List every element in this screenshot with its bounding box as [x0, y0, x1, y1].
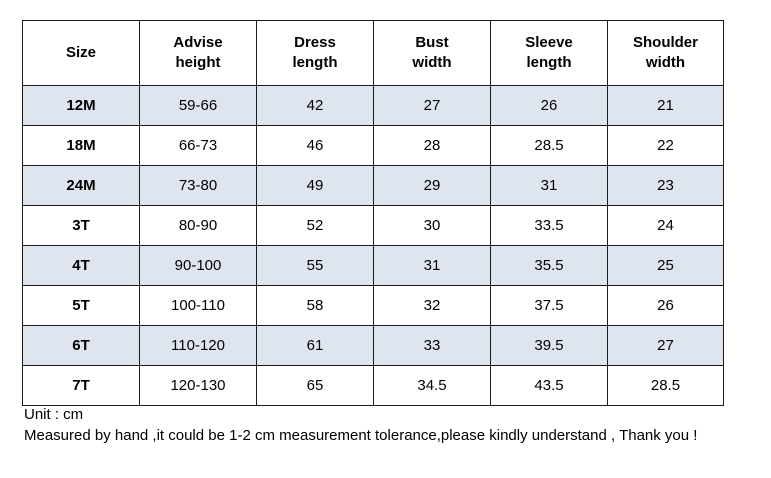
cell-dress-length: 61: [256, 325, 374, 366]
cell-size: 24M: [22, 165, 140, 206]
cell-dress-length: 42: [256, 85, 374, 126]
cell-dress-length: 65: [256, 365, 374, 406]
cell-advise-height: 120-130: [139, 365, 257, 406]
cell-sleeve-length: 26: [490, 85, 608, 126]
cell-size: 12M: [22, 85, 140, 126]
cell-shoulder-width: 23: [607, 165, 724, 206]
header-size: Size: [22, 20, 140, 86]
table-row: 18M 66-73 46 28 28.5 22: [22, 125, 724, 166]
cell-size: 3T: [22, 205, 140, 246]
header-shoulder-width: Shoulder width: [607, 20, 724, 86]
cell-size: 18M: [22, 125, 140, 166]
cell-bust-width: 33: [373, 325, 491, 366]
cell-advise-height: 73-80: [139, 165, 257, 206]
cell-bust-width: 28: [373, 125, 491, 166]
cell-sleeve-length: 35.5: [490, 245, 608, 286]
cell-advise-height: 100-110: [139, 285, 257, 326]
cell-sleeve-length: 43.5: [490, 365, 608, 406]
cell-size: 4T: [22, 245, 140, 286]
cell-advise-height: 80-90: [139, 205, 257, 246]
size-chart-table: Size Advise height Dress length Bust wid…: [22, 20, 724, 406]
cell-bust-width: 27: [373, 85, 491, 126]
header-advise-height: Advise height: [139, 20, 257, 86]
cell-sleeve-length: 39.5: [490, 325, 608, 366]
unit-note: Unit : cm: [24, 406, 84, 423]
cell-advise-height: 59-66: [139, 85, 257, 126]
table-row: 12M 59-66 42 27 26 21: [22, 85, 724, 126]
table-header-row: Size Advise height Dress length Bust wid…: [22, 20, 724, 86]
table-row: 4T 90-100 55 31 35.5 25: [22, 245, 724, 286]
table-row: 24M 73-80 49 29 31 23: [22, 165, 724, 206]
cell-advise-height: 110-120: [139, 325, 257, 366]
cell-shoulder-width: 28.5: [607, 365, 724, 406]
cell-size: 7T: [22, 365, 140, 406]
cell-shoulder-width: 21: [607, 85, 724, 126]
cell-bust-width: 34.5: [373, 365, 491, 406]
table-body: 12M 59-66 42 27 26 21 18M 66-73 46 28 28.5 22 24M 73-…: [22, 85, 724, 406]
cell-advise-height: 90-100: [139, 245, 257, 286]
cell-shoulder-width: 26: [607, 285, 724, 326]
cell-shoulder-width: 27: [607, 325, 724, 366]
table-row: 5T 100-110 58 32 37.5 26: [22, 285, 724, 326]
cell-size: 6T: [22, 325, 140, 366]
cell-advise-height: 66-73: [139, 125, 257, 166]
cell-sleeve-length: 28.5: [490, 125, 608, 166]
cell-size: 5T: [22, 285, 140, 326]
cell-sleeve-length: 33.5: [490, 205, 608, 246]
cell-shoulder-width: 22: [607, 125, 724, 166]
cell-sleeve-length: 37.5: [490, 285, 608, 326]
cell-bust-width: 31: [373, 245, 491, 286]
cell-bust-width: 32: [373, 285, 491, 326]
cell-dress-length: 52: [256, 205, 374, 246]
cell-sleeve-length: 31: [490, 165, 608, 206]
cell-dress-length: 55: [256, 245, 374, 286]
table-row: 3T 80-90 52 30 33.5 24: [22, 205, 724, 246]
header-dress-length: Dress length: [256, 20, 374, 86]
cell-bust-width: 29: [373, 165, 491, 206]
cell-bust-width: 30: [373, 205, 491, 246]
table-row: 6T 110-120 61 33 39.5 27: [22, 325, 724, 366]
tolerance-note: Measured by hand ,it could be 1-2 cm mea…: [24, 427, 698, 444]
cell-shoulder-width: 24: [607, 205, 724, 246]
header-sleeve-length: Sleeve length: [490, 20, 608, 86]
cell-dress-length: 46: [256, 125, 374, 166]
cell-shoulder-width: 25: [607, 245, 724, 286]
cell-dress-length: 58: [256, 285, 374, 326]
table-row: 7T 120-130 65 34.5 43.5 28.5: [22, 365, 724, 406]
header-bust-width: Bust width: [373, 20, 491, 86]
cell-dress-length: 49: [256, 165, 374, 206]
